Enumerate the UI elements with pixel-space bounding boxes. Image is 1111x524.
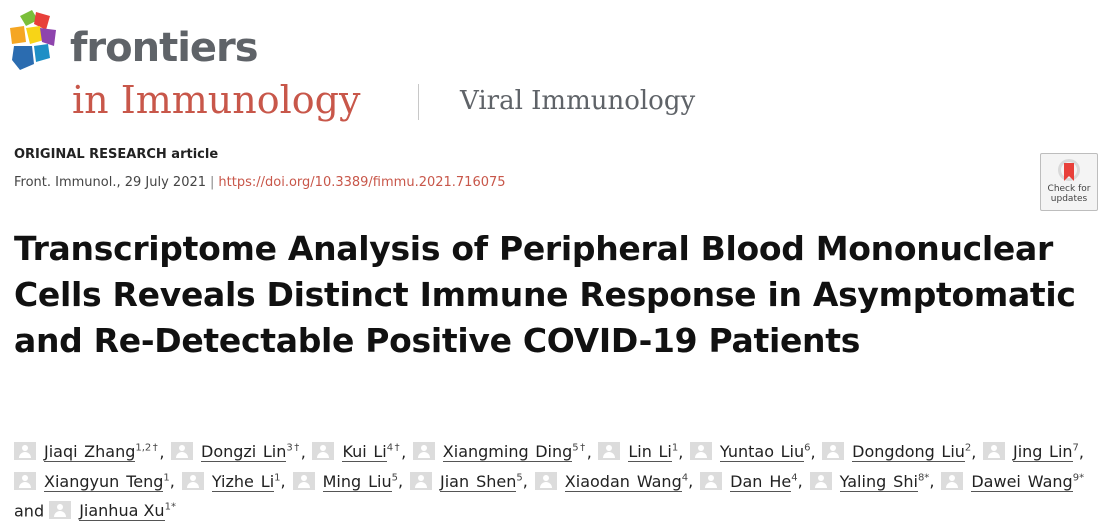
site-header: frontiers in Immunology Viral Immunology	[0, 0, 1111, 140]
author-item[interactable]: Jianhua Xu1*	[49, 500, 176, 521]
author-item[interactable]: Dawei Wang9*	[941, 471, 1085, 492]
author-item[interactable]: Xiangyun Teng1	[14, 471, 170, 492]
article-type: ORIGINAL RESEARCH article	[14, 147, 219, 162]
author-affiliation-marker: 1	[274, 472, 281, 484]
avatar-icon	[171, 442, 193, 461]
authors-and: and	[14, 500, 50, 520]
author-name[interactable]: Kui Li	[342, 442, 387, 463]
article-meta: Front. Immunol., 29 July 2021 | https://do…	[14, 175, 506, 190]
avatar-icon	[941, 471, 964, 490]
badge-label: Check for updates	[1047, 184, 1091, 204]
author-item[interactable]: Dongzi Lin3†	[171, 442, 301, 463]
author-name[interactable]: Jianhua Xu	[79, 500, 165, 521]
doi-link[interactable]: https://doi.org/10.3389/fimmu.2021.71607…	[218, 175, 506, 190]
avatar-icon	[700, 471, 723, 490]
frontiers-logo-icon[interactable]	[10, 10, 66, 72]
author-affiliation-marker: 8*	[917, 472, 930, 484]
author-affiliation-marker: 6	[804, 443, 811, 454]
avatar-icon	[292, 471, 315, 490]
avatar-icon	[181, 471, 204, 490]
avatar-icon	[809, 471, 832, 490]
avatar-icon	[49, 500, 72, 519]
author-name[interactable]: Dongzi Lin	[201, 442, 287, 463]
citation: Front. Immunol., 29 July 2021	[14, 175, 207, 190]
avatar-icon	[312, 442, 335, 461]
author-name[interactable]: Xiangyun Teng	[44, 471, 164, 492]
author-name[interactable]: Jian Shen	[440, 471, 517, 492]
author-name[interactable]: Yaling Shi	[839, 471, 918, 492]
author-affiliation-marker: 1	[671, 443, 679, 454]
author-name[interactable]: Yuntao Liu	[719, 442, 805, 463]
author-name[interactable]: Dongdong Liu	[852, 442, 965, 463]
journal-name[interactable]: in Immunology	[72, 78, 361, 122]
author-item[interactable]: Xiangming Ding5†	[412, 442, 587, 463]
brand-wordmark[interactable]: frontiers	[70, 25, 259, 71]
author-item[interactable]: Lin Li1	[598, 442, 679, 463]
avatar-icon	[14, 471, 36, 490]
author-affiliation-marker: 9*	[1072, 472, 1085, 484]
avatar-icon	[822, 442, 845, 461]
avatar-icon	[410, 471, 433, 490]
author-name[interactable]: Xiaodan Wang	[564, 471, 682, 492]
author-item[interactable]: Kui Li4†	[312, 442, 402, 463]
author-name[interactable]: Ming Liu	[322, 471, 392, 492]
author-affiliation-marker: 5	[391, 472, 398, 484]
author-name[interactable]: Yizhe Li	[211, 471, 275, 492]
author-affiliation-marker: 4	[791, 472, 798, 484]
author-name[interactable]: Dan He	[730, 471, 792, 492]
avatar-icon	[14, 442, 36, 461]
author-affiliation-marker: 4	[681, 472, 689, 484]
author-affiliation-marker: 7	[1072, 443, 1079, 454]
bookmark-icon	[1064, 163, 1074, 181]
check-for-updates-button[interactable]: Check for updates	[1040, 153, 1098, 211]
author-item[interactable]: Jiaqi Zhang1,2†	[14, 442, 160, 463]
author-name[interactable]: Xiangming Ding	[442, 442, 573, 463]
author-item[interactable]: Yizhe Li1	[181, 471, 281, 492]
author-item[interactable]: Ming Liu5	[292, 471, 398, 492]
author-affiliation-marker: 5	[516, 472, 523, 484]
author-affiliation-marker: 4†	[386, 443, 402, 454]
author-item[interactable]: Jian Shen5	[410, 471, 523, 492]
author-affiliation-marker: 3†	[286, 443, 301, 454]
author-item[interactable]: Yuntao Liu6	[689, 442, 811, 463]
author-affiliation-marker: 1*	[164, 501, 176, 513]
author-affiliation-marker: 5†	[572, 443, 587, 454]
author-name[interactable]: Jiaqi Zhang	[44, 442, 136, 463]
avatar-icon	[689, 442, 712, 461]
author-name[interactable]: Jing Lin	[1012, 442, 1073, 463]
author-affiliation-marker: 1	[163, 472, 170, 484]
article-title: Transcriptome Analysis of Peripheral Blo…	[14, 229, 1076, 360]
author-item[interactable]: Dan He4	[700, 471, 798, 492]
author-item[interactable]: Yaling Shi8*	[809, 471, 930, 492]
author-name[interactable]: Dawei Wang	[971, 471, 1073, 492]
author-item[interactable]: Xiaodan Wang4	[534, 471, 689, 492]
avatar-icon	[534, 471, 557, 490]
author-item[interactable]: Dongdong Liu2	[822, 442, 972, 463]
avatar-icon	[982, 442, 1005, 461]
author-name[interactable]: Lin Li	[628, 442, 672, 463]
author-list: Jiaqi Zhang1,2†, Dongzi Lin3†, Kui Li4†,…	[14, 442, 1085, 521]
avatar-icon	[412, 442, 435, 461]
author-affiliation-marker: 2	[964, 443, 972, 454]
meta-separator: |	[210, 175, 215, 190]
header-divider	[418, 84, 419, 120]
author-affiliation-marker: 1,2†	[135, 443, 160, 454]
journal-section[interactable]: Viral Immunology	[460, 86, 696, 116]
avatar-icon	[598, 442, 621, 461]
author-item[interactable]: Jing Lin7	[982, 442, 1079, 463]
